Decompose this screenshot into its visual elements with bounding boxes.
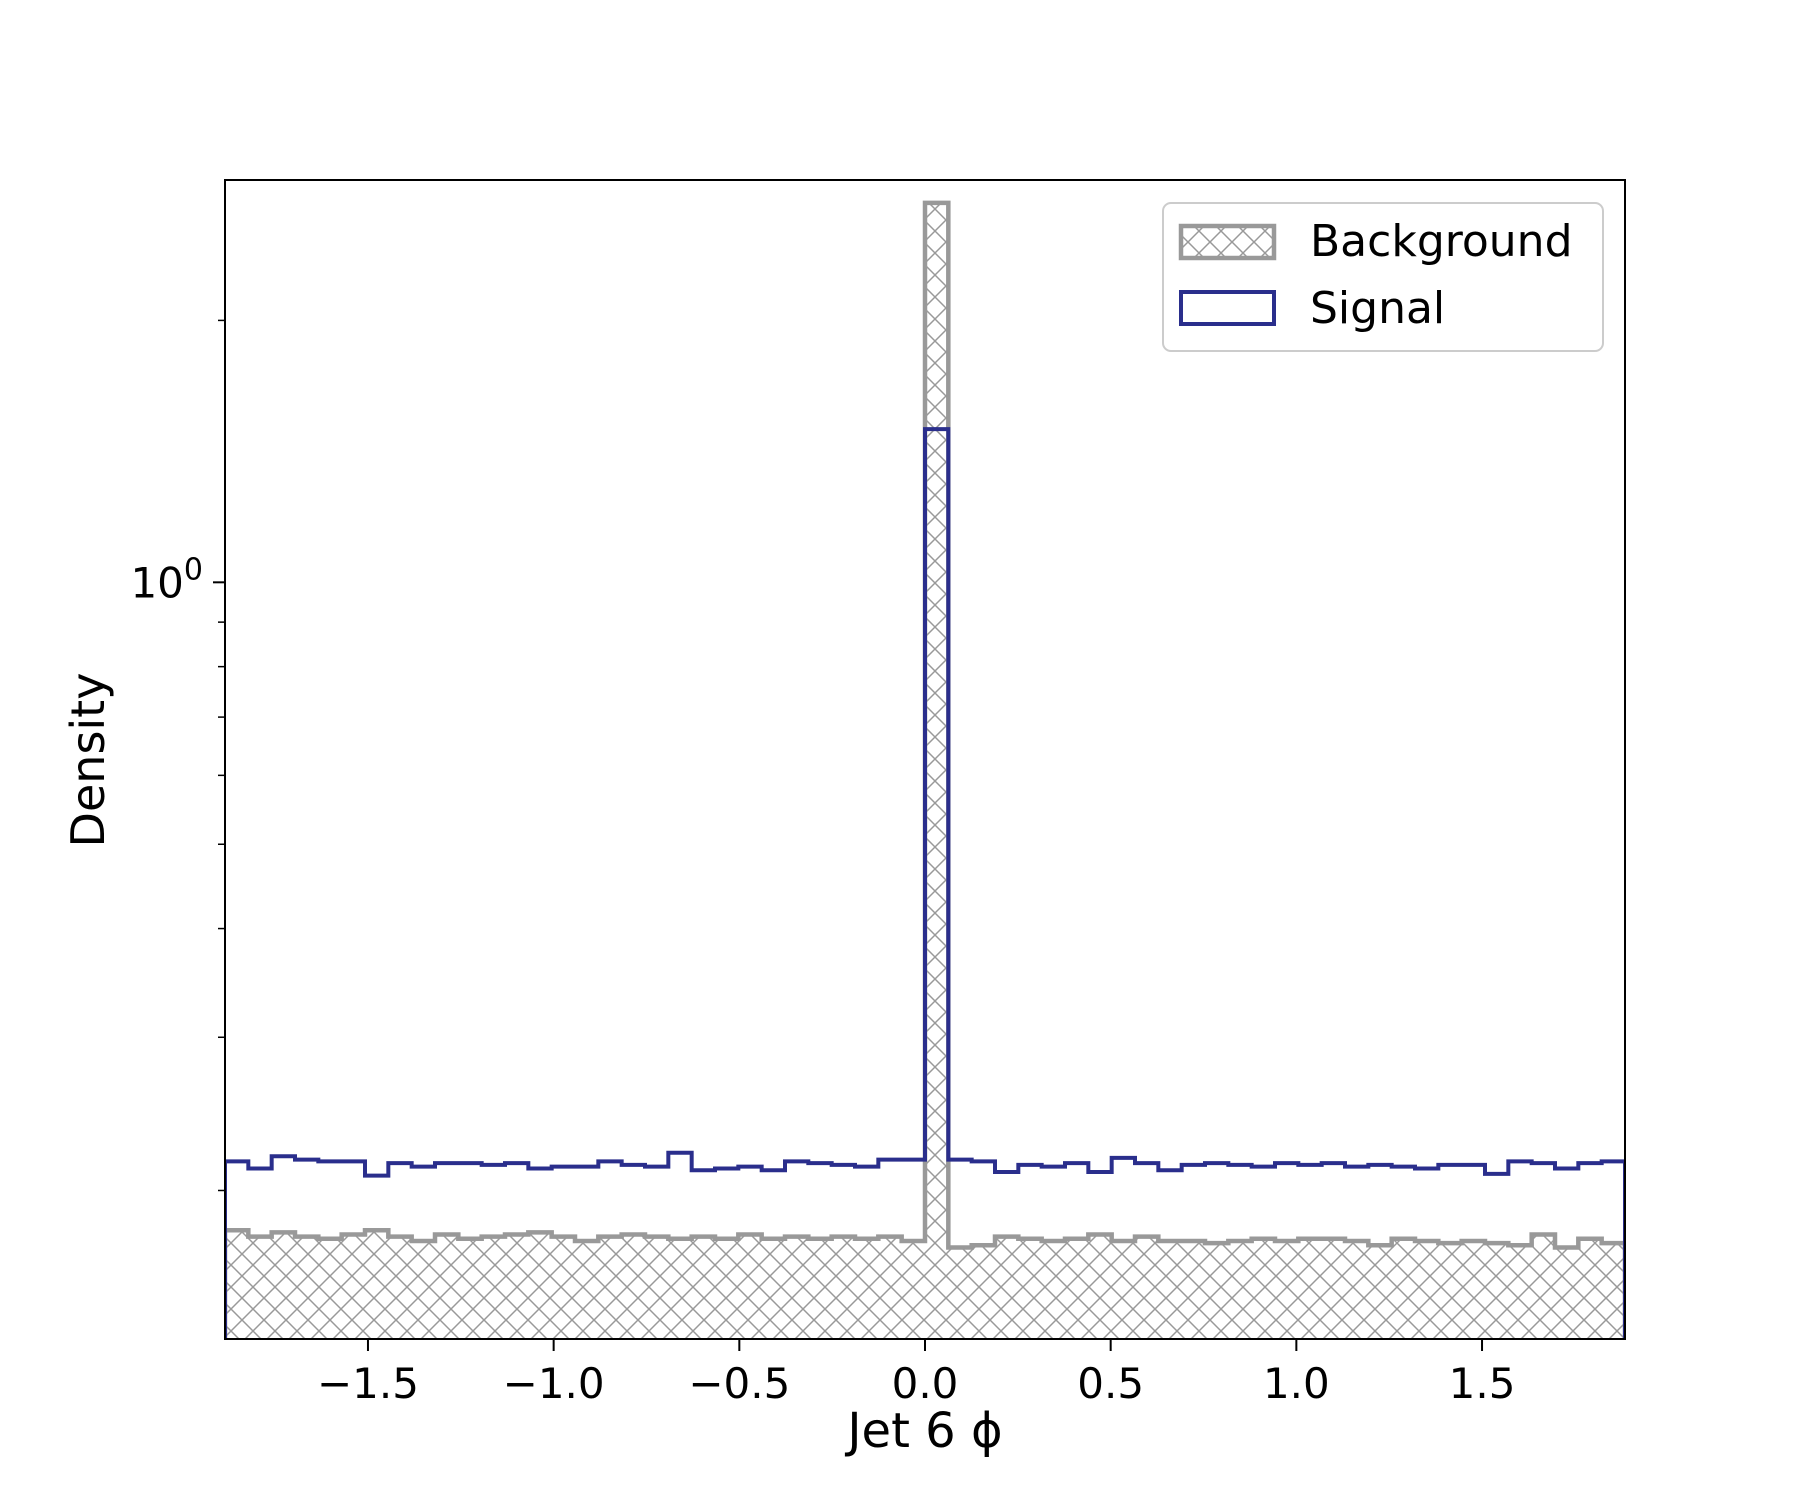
x-tick-label: 0.0 (892, 1359, 959, 1408)
plot-area (225, 200, 1625, 1339)
legend-label-background: Background (1310, 216, 1573, 267)
x-axis-ticks: −1.5 −1.0 −0.5 0.0 0.5 1.0 1.5 (317, 1339, 1515, 1408)
background-histogram-outline (225, 200, 1625, 1339)
x-tick-label: −0.5 (688, 1359, 790, 1408)
legend-swatch-signal (1179, 290, 1276, 326)
x-tick-label: −1.0 (503, 1359, 605, 1408)
y-tick-label: 100 (130, 552, 203, 607)
y-axis-ticks: 100 (130, 319, 225, 1192)
x-tick-label: 0.5 (1077, 1359, 1144, 1408)
legend: Background Signal (1162, 202, 1604, 352)
legend-label-signal: Signal (1310, 283, 1445, 334)
x-tick-label: 1.0 (1263, 1359, 1330, 1408)
x-tick-label: −1.5 (317, 1359, 419, 1408)
signal-histogram-outline (225, 427, 1625, 1339)
x-axis-label: Jet 6 ϕ (844, 1403, 1002, 1459)
x-tick-label: 1.5 (1449, 1359, 1516, 1408)
y-axis-label: Density (61, 673, 115, 848)
legend-swatch-background (1178, 223, 1277, 261)
